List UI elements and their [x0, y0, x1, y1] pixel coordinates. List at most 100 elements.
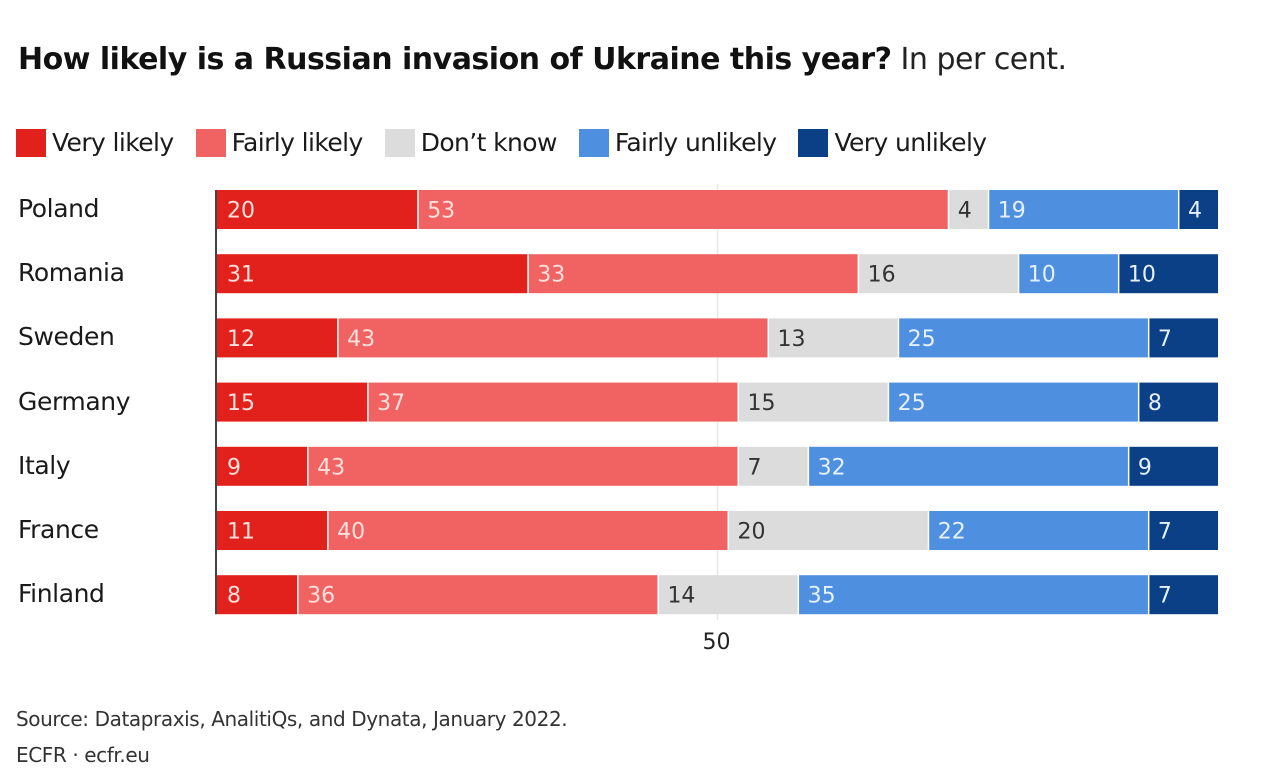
bar-segment — [217, 575, 298, 615]
data-label: 7 — [748, 455, 762, 480]
bar-segment — [328, 511, 728, 550]
data-label: 8 — [227, 584, 241, 609]
legend-label: Fairly unlikely — [614, 128, 777, 157]
bar-segment — [799, 575, 1148, 615]
legend-swatch — [16, 128, 46, 157]
data-label: 9 — [227, 455, 241, 480]
chart-title-main: How likely is a Russian invasion of Ukra… — [18, 42, 892, 77]
bar-segment — [989, 190, 1178, 229]
bar-segment — [739, 382, 888, 422]
data-label: 9 — [1138, 455, 1152, 480]
legend-swatch — [195, 128, 226, 157]
data-label: 33 — [537, 263, 565, 288]
data-label: 40 — [337, 520, 365, 545]
category-label: Poland — [18, 194, 100, 223]
data-label: 22 — [938, 520, 966, 545]
data-label: 14 — [667, 584, 695, 609]
bar-segment — [418, 190, 948, 229]
bar-segment — [217, 190, 418, 229]
bar-segment — [338, 318, 768, 358]
chart-title: How likely is a Russian invasion of Ukra… — [18, 42, 1067, 77]
bar-segment — [1149, 318, 1218, 358]
bar-segment — [729, 511, 928, 550]
data-label: 4 — [1188, 199, 1202, 224]
data-label: 36 — [307, 584, 335, 609]
brand-credit: ECFR · ecfr.eu — [16, 743, 150, 767]
bar-segment — [217, 511, 328, 550]
data-label: 7 — [1158, 584, 1172, 609]
legend-item: Fairly unlikely — [578, 128, 777, 157]
data-label: 15 — [748, 391, 776, 416]
data-label: 8 — [1148, 391, 1162, 416]
bar-segment — [217, 382, 368, 422]
source-note: Source: Datapraxis, AnalitiQs, and Dynat… — [16, 707, 568, 731]
bar-row: 20 53 4 19 4 — [217, 190, 1218, 229]
bar-segment — [889, 382, 1138, 422]
legend-label: Very unlikely — [834, 128, 987, 157]
bar-segment — [658, 575, 798, 615]
bar-segment — [1019, 254, 1118, 294]
legend-label: Fairly likely — [231, 128, 364, 157]
bar-segment — [899, 318, 1148, 358]
data-label: 7 — [1158, 327, 1172, 352]
legend-swatch — [384, 128, 415, 157]
bar-segment — [769, 318, 898, 358]
legend-item: Don’t know — [384, 128, 558, 157]
category-label: Finland — [18, 579, 105, 609]
category-label: France — [18, 515, 99, 544]
bar-segment — [217, 254, 528, 294]
data-label: 10 — [1028, 263, 1056, 288]
data-label: 12 — [227, 327, 255, 352]
legend-label: Don’t know — [420, 128, 558, 157]
bar-row: 11 40 20 22 7 — [217, 511, 1218, 550]
bar-row: 8 36 14 35 7 — [217, 575, 1218, 615]
data-label: 19 — [998, 199, 1026, 224]
data-label: 43 — [347, 327, 375, 352]
bar-segment — [528, 254, 858, 294]
bar-segment — [368, 382, 738, 422]
bar-segment — [809, 446, 1128, 486]
bar-row: 12 43 13 25 7 — [217, 318, 1218, 358]
bar-segment — [308, 446, 738, 486]
bar-segment — [929, 511, 1148, 550]
data-label: 35 — [808, 584, 836, 609]
data-label: 32 — [818, 455, 846, 480]
bar-segment — [298, 575, 658, 615]
legend-swatch — [578, 128, 609, 157]
data-label: 43 — [317, 455, 345, 480]
bar-segment — [1139, 382, 1218, 422]
category-label: Sweden — [18, 322, 115, 352]
data-label: 15 — [227, 391, 255, 416]
legend: Very likely Fairly likely Don’t know Fairly… — [16, 128, 1009, 157]
legend-item: Fairly likely — [195, 128, 364, 157]
data-label: 4 — [958, 199, 972, 224]
bar-segment — [217, 446, 308, 486]
category-label: Romania — [18, 258, 125, 288]
category-label: Italy — [18, 450, 71, 480]
data-label: 25 — [908, 327, 936, 352]
data-label: 25 — [898, 391, 926, 416]
data-label: 31 — [227, 263, 255, 288]
bar-row: 31 33 16 10 10 — [217, 254, 1218, 294]
data-label: 16 — [868, 263, 896, 288]
x-tick-label: 50 — [702, 630, 731, 656]
data-label: 11 — [227, 520, 255, 545]
bar-segment — [1119, 254, 1218, 294]
bar-segment — [1179, 190, 1218, 229]
bar-row: 9 43 7 32 9 — [217, 446, 1218, 486]
data-label: 20 — [738, 520, 766, 545]
chart-subtitle: In per cent. — [900, 42, 1068, 77]
bar-segment — [859, 254, 1018, 294]
category-label: Germany — [18, 386, 131, 416]
data-label: 37 — [377, 391, 405, 416]
data-label: 20 — [227, 199, 255, 224]
bar-segment — [949, 190, 988, 229]
bar-row: 15 37 15 25 8 — [217, 382, 1218, 422]
bar-segment — [739, 446, 808, 486]
legend-label: Very likely — [52, 128, 174, 157]
data-label: 7 — [1158, 520, 1172, 545]
data-label: 13 — [778, 327, 806, 352]
legend-item: Very unlikely — [798, 128, 987, 157]
bar-segment — [1149, 511, 1218, 550]
